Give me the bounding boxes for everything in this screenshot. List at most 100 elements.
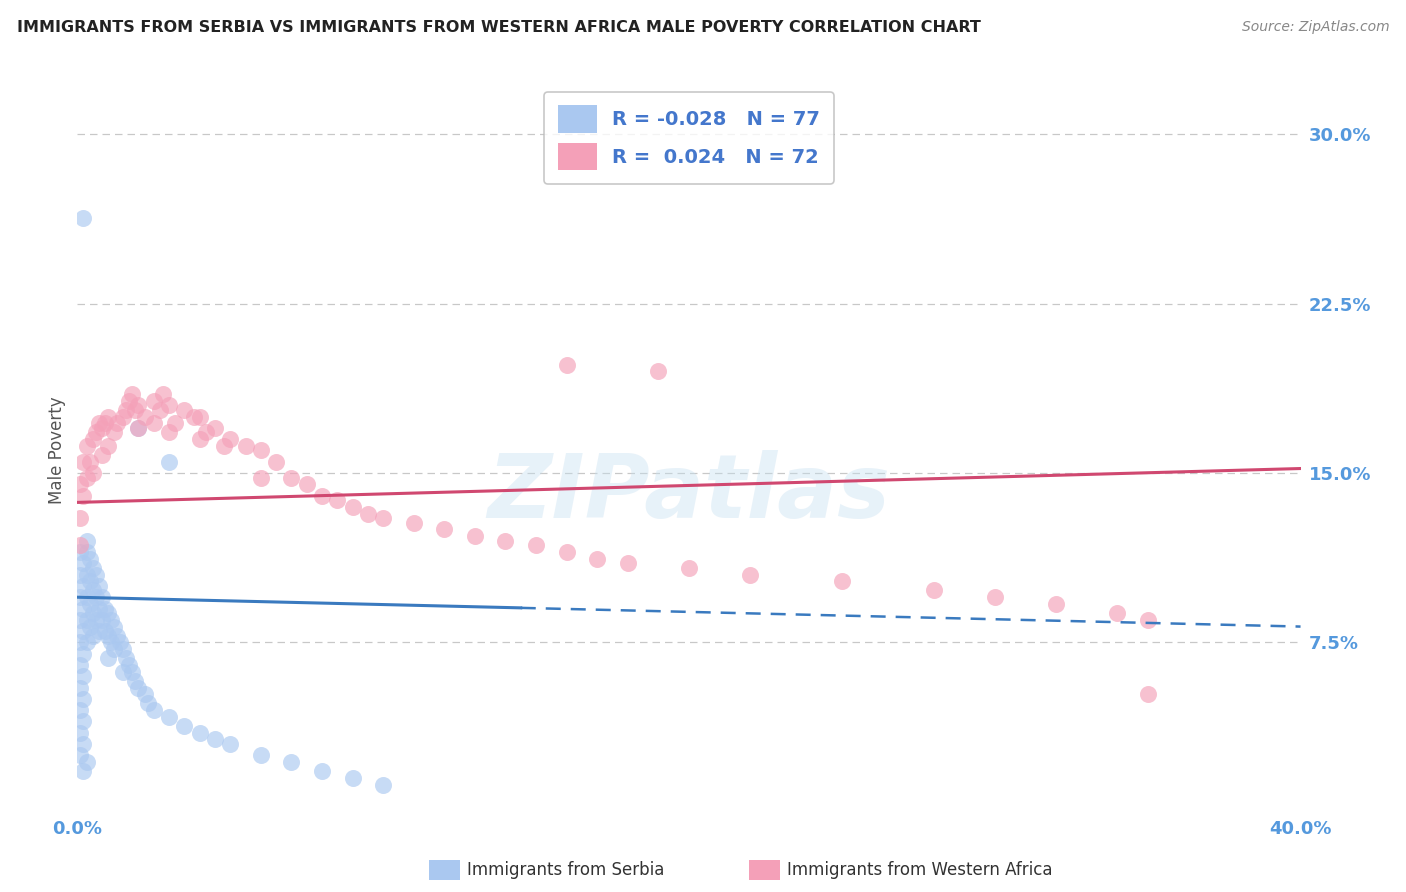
Point <box>555 545 578 559</box>
Point <box>118 393 141 408</box>
Point <box>115 651 138 665</box>
Point <box>464 529 486 543</box>
Point <box>69 567 91 582</box>
Point <box>264 455 287 469</box>
Point <box>69 703 91 717</box>
Point <box>84 591 107 605</box>
Point <box>118 657 141 672</box>
Point <box>342 500 364 514</box>
Point <box>112 409 135 424</box>
Point <box>69 511 91 525</box>
Point <box>280 470 302 484</box>
Point <box>76 613 98 627</box>
Point <box>134 687 156 701</box>
Point <box>72 601 94 615</box>
Point <box>69 725 91 739</box>
Point <box>371 511 394 525</box>
Point <box>72 737 94 751</box>
Point <box>90 448 112 462</box>
Point <box>69 613 91 627</box>
Point <box>1107 606 1129 620</box>
Point <box>121 665 143 679</box>
Point <box>97 651 120 665</box>
Point <box>219 737 242 751</box>
Point <box>157 455 180 469</box>
Point <box>984 591 1007 605</box>
Point <box>280 755 302 769</box>
Point <box>72 624 94 638</box>
Point <box>76 591 98 605</box>
Point <box>121 387 143 401</box>
Point <box>82 629 104 643</box>
Text: ZIPatlas: ZIPatlas <box>488 450 890 537</box>
Point <box>72 669 94 683</box>
Point <box>1136 613 1159 627</box>
Point <box>82 432 104 446</box>
Point <box>128 421 150 435</box>
Point <box>188 725 211 739</box>
Point <box>586 551 609 566</box>
Point <box>831 574 853 589</box>
Point <box>76 755 98 769</box>
Point <box>87 579 110 593</box>
Point <box>326 493 349 508</box>
Point <box>295 477 318 491</box>
Point <box>100 635 122 649</box>
Point <box>112 665 135 679</box>
Point <box>188 409 211 424</box>
Point <box>69 591 91 605</box>
Point <box>183 409 205 424</box>
Point <box>97 629 120 643</box>
Point <box>124 673 146 688</box>
Point <box>524 538 547 552</box>
Point <box>103 619 125 633</box>
Point <box>72 647 94 661</box>
Point <box>72 211 94 225</box>
Point <box>194 425 217 440</box>
Point <box>371 778 394 792</box>
Point <box>84 425 107 440</box>
Point <box>108 635 131 649</box>
Point <box>250 443 273 458</box>
Point <box>69 635 91 649</box>
Point <box>87 624 110 638</box>
Legend: R = -0.028   N = 77, R =  0.024   N = 72: R = -0.028 N = 77, R = 0.024 N = 72 <box>544 92 834 184</box>
Point <box>72 455 94 469</box>
Point <box>250 470 273 484</box>
Point <box>72 691 94 706</box>
Y-axis label: Male Poverty: Male Poverty <box>48 397 66 504</box>
Point <box>342 771 364 785</box>
Point <box>157 398 180 412</box>
Point <box>72 714 94 729</box>
Point <box>134 409 156 424</box>
Point <box>219 432 242 446</box>
Point <box>72 764 94 778</box>
Point <box>188 432 211 446</box>
Point <box>76 545 98 559</box>
Point <box>72 579 94 593</box>
Point <box>128 398 150 412</box>
Point <box>69 538 91 552</box>
Point <box>69 657 91 672</box>
Point <box>69 545 91 559</box>
Point <box>124 402 146 417</box>
Point <box>115 402 138 417</box>
Point <box>136 696 159 710</box>
Point <box>79 619 101 633</box>
Point <box>69 748 91 763</box>
Point <box>94 417 117 431</box>
Point <box>103 425 125 440</box>
Point <box>165 417 187 431</box>
Point <box>157 710 180 724</box>
Point <box>90 591 112 605</box>
Point <box>69 477 91 491</box>
Point <box>402 516 425 530</box>
Point <box>69 681 91 695</box>
Point <box>112 642 135 657</box>
Point <box>128 421 150 435</box>
Point <box>173 719 195 733</box>
Point <box>1136 687 1159 701</box>
Point <box>90 613 112 627</box>
Point <box>173 402 195 417</box>
Point <box>311 764 333 778</box>
